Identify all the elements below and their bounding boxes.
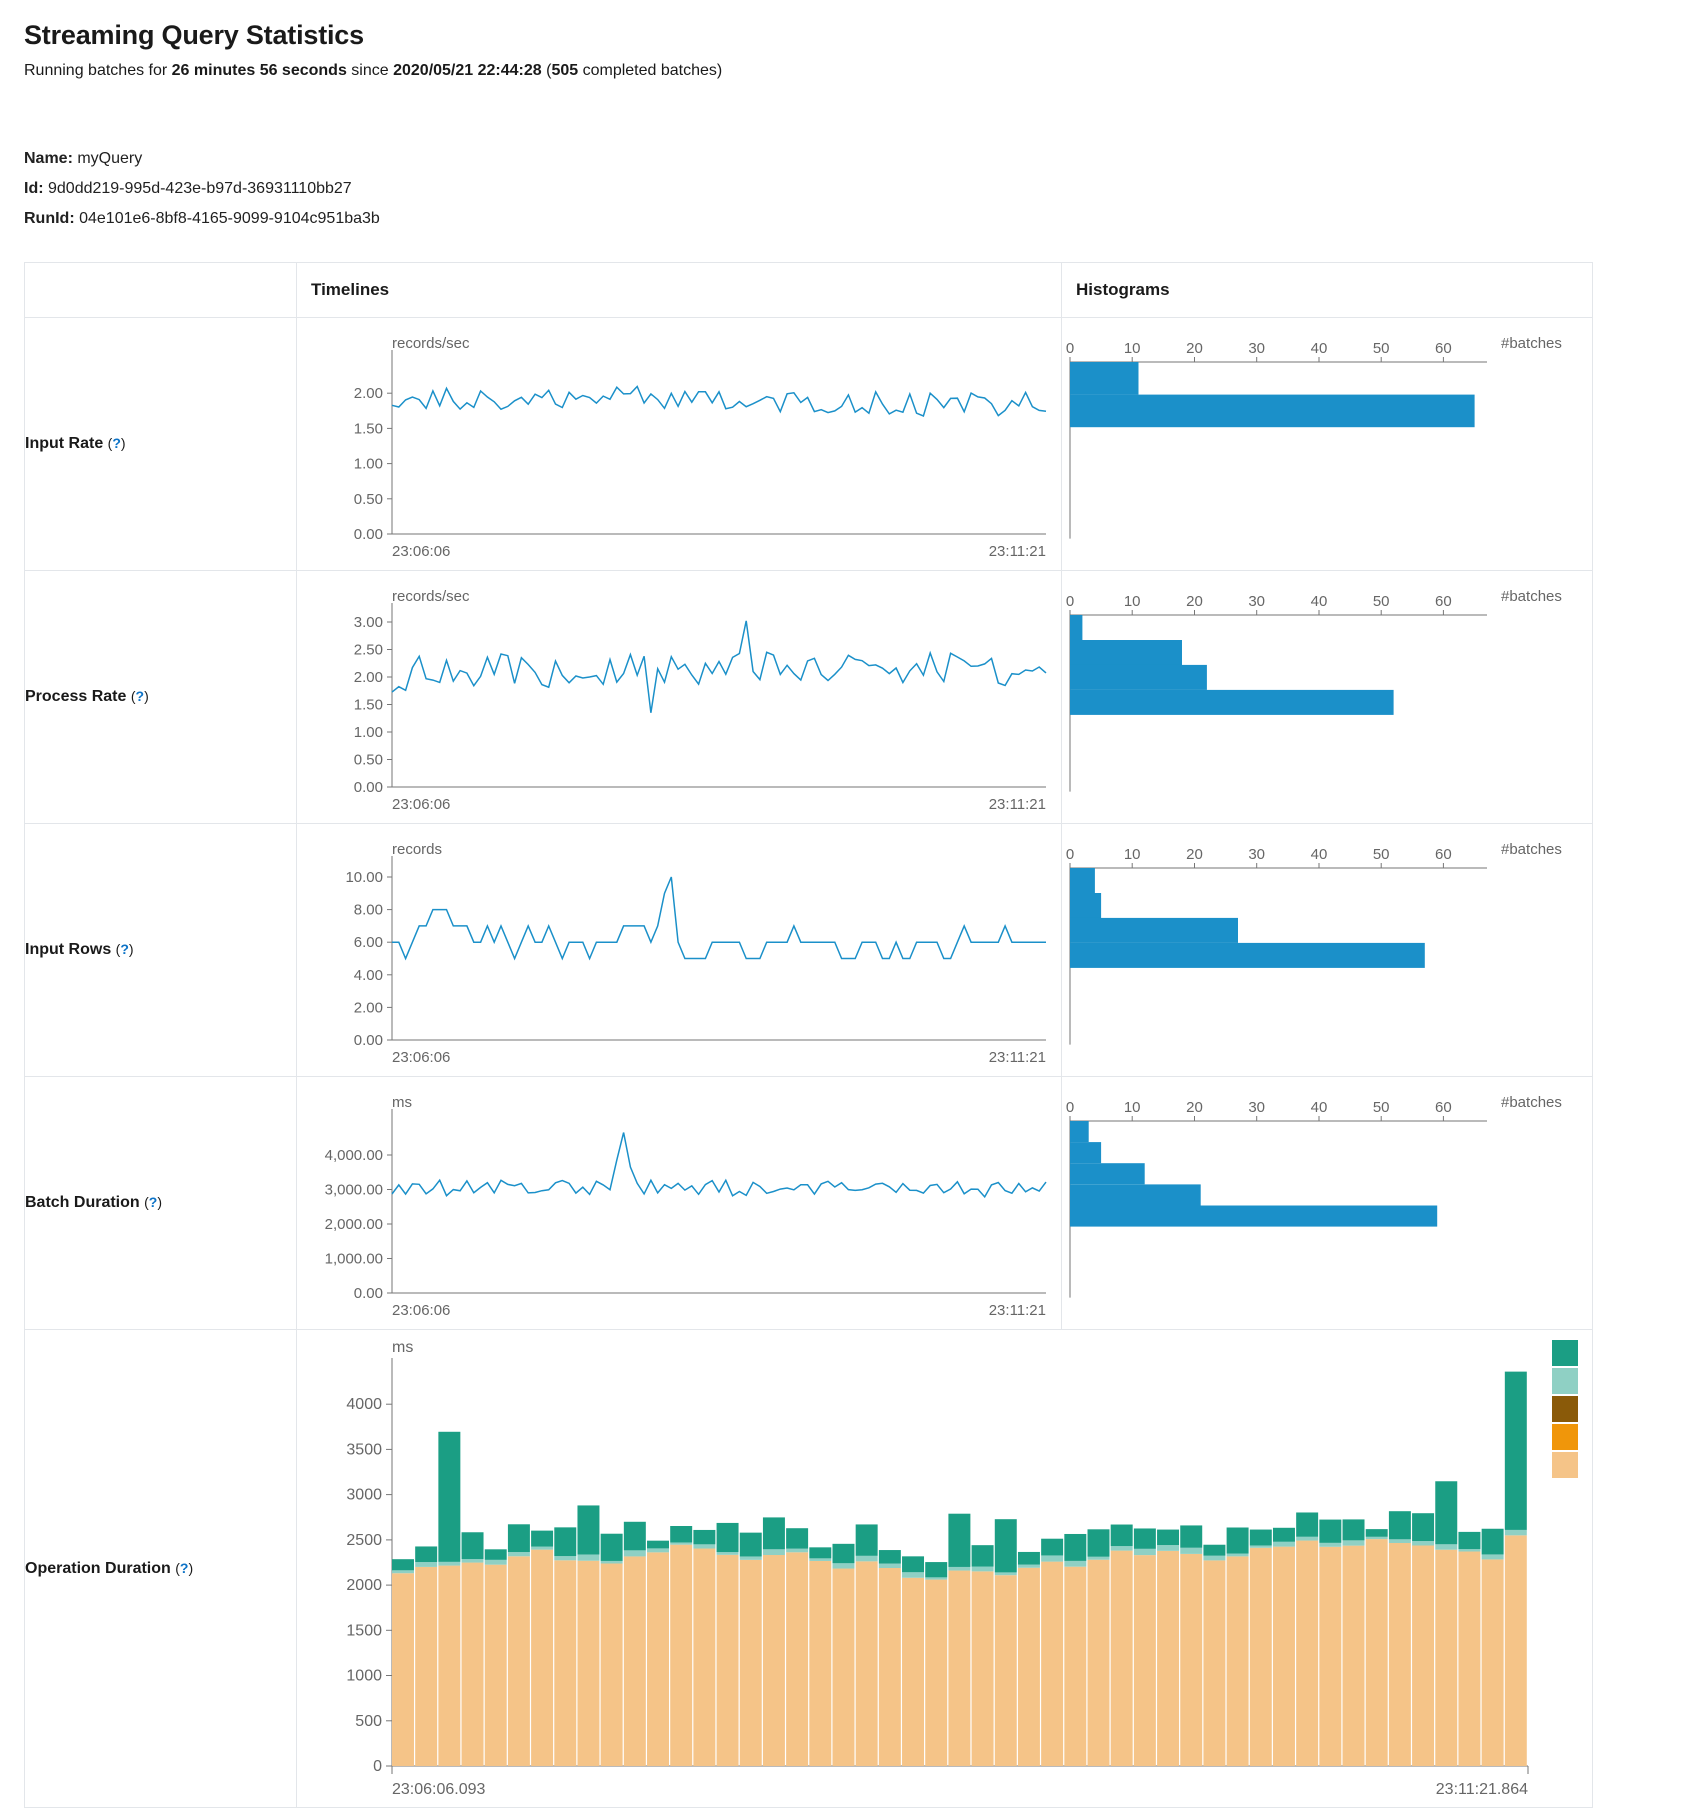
svg-text:2,000.00: 2,000.00 xyxy=(325,1216,383,1233)
svg-text:23:11:21: 23:11:21 xyxy=(989,1302,1046,1319)
svg-text:ms: ms xyxy=(392,1339,413,1356)
svg-text:1.00: 1.00 xyxy=(354,724,383,741)
svg-text:0: 0 xyxy=(1066,846,1074,863)
svg-text:20: 20 xyxy=(1186,1099,1203,1116)
svg-text:1.50: 1.50 xyxy=(354,697,383,714)
svg-text:ms: ms xyxy=(392,1094,412,1111)
svg-text:60: 60 xyxy=(1435,340,1452,357)
svg-text:20: 20 xyxy=(1186,846,1203,863)
svg-text:50: 50 xyxy=(1373,846,1390,863)
svg-text:20: 20 xyxy=(1186,593,1203,610)
svg-text:records/sec: records/sec xyxy=(392,588,470,605)
svg-text:2.50: 2.50 xyxy=(354,642,383,659)
svg-text:0.50: 0.50 xyxy=(354,491,383,508)
svg-text:10: 10 xyxy=(1124,593,1141,610)
svg-text:10.00: 10.00 xyxy=(345,869,383,886)
svg-text:3500: 3500 xyxy=(346,1441,382,1458)
svg-text:500: 500 xyxy=(355,1713,382,1730)
svg-text:23:06:06: 23:06:06 xyxy=(392,543,450,560)
svg-text:6.00: 6.00 xyxy=(354,934,383,951)
svg-text:20: 20 xyxy=(1186,340,1203,357)
svg-text:2.00: 2.00 xyxy=(354,669,383,686)
svg-text:23:06:06.093: 23:06:06.093 xyxy=(392,1781,486,1798)
svg-text:#batches: #batches xyxy=(1501,335,1562,352)
svg-text:0: 0 xyxy=(1066,1099,1074,1116)
svg-text:40: 40 xyxy=(1311,846,1328,863)
svg-text:#batches: #batches xyxy=(1501,1094,1562,1111)
svg-text:4,000.00: 4,000.00 xyxy=(325,1147,383,1164)
svg-text:23:11:21: 23:11:21 xyxy=(989,543,1046,560)
svg-text:1.00: 1.00 xyxy=(354,456,383,473)
svg-text:2.00: 2.00 xyxy=(354,999,383,1016)
svg-text:40: 40 xyxy=(1311,340,1328,357)
svg-text:23:11:21.864: 23:11:21.864 xyxy=(1436,1781,1528,1798)
svg-text:0.00: 0.00 xyxy=(354,1285,383,1302)
svg-text:#batches: #batches xyxy=(1501,588,1562,605)
svg-text:60: 60 xyxy=(1435,846,1452,863)
svg-text:50: 50 xyxy=(1373,340,1390,357)
svg-text:40: 40 xyxy=(1311,593,1328,610)
svg-text:3000: 3000 xyxy=(346,1487,382,1504)
svg-text:records/sec: records/sec xyxy=(392,335,470,352)
svg-text:1.50: 1.50 xyxy=(354,420,383,437)
svg-text:23:06:06: 23:06:06 xyxy=(392,796,450,813)
svg-text:0.00: 0.00 xyxy=(354,526,383,543)
svg-text:2000: 2000 xyxy=(346,1577,382,1594)
svg-text:#batches: #batches xyxy=(1501,841,1562,858)
svg-text:0.00: 0.00 xyxy=(354,1032,383,1049)
svg-text:0: 0 xyxy=(1066,593,1074,610)
svg-text:10: 10 xyxy=(1124,1099,1141,1116)
svg-text:8.00: 8.00 xyxy=(354,902,383,919)
svg-text:3,000.00: 3,000.00 xyxy=(325,1182,383,1199)
svg-text:4000: 4000 xyxy=(346,1396,382,1413)
svg-text:records: records xyxy=(392,841,442,858)
svg-text:2500: 2500 xyxy=(346,1532,382,1549)
svg-text:23:11:21: 23:11:21 xyxy=(989,796,1046,813)
svg-text:60: 60 xyxy=(1435,593,1452,610)
svg-text:0.00: 0.00 xyxy=(354,779,383,796)
svg-text:30: 30 xyxy=(1248,593,1265,610)
svg-text:50: 50 xyxy=(1373,1099,1390,1116)
svg-text:30: 30 xyxy=(1248,1099,1265,1116)
svg-text:0: 0 xyxy=(1066,340,1074,357)
svg-text:0: 0 xyxy=(373,1758,382,1775)
svg-text:0.50: 0.50 xyxy=(354,752,383,769)
svg-text:2.00: 2.00 xyxy=(354,385,383,402)
svg-text:10: 10 xyxy=(1124,340,1141,357)
svg-text:1,000.00: 1,000.00 xyxy=(325,1251,383,1268)
svg-text:50: 50 xyxy=(1373,593,1390,610)
svg-text:4.00: 4.00 xyxy=(354,967,383,984)
svg-text:1000: 1000 xyxy=(346,1668,382,1685)
svg-text:10: 10 xyxy=(1124,846,1141,863)
svg-text:60: 60 xyxy=(1435,1099,1452,1116)
svg-text:1500: 1500 xyxy=(346,1622,382,1639)
svg-text:3.00: 3.00 xyxy=(354,614,383,631)
svg-text:23:06:06: 23:06:06 xyxy=(392,1302,450,1319)
svg-text:23:11:21: 23:11:21 xyxy=(989,1049,1046,1066)
svg-text:40: 40 xyxy=(1311,1099,1328,1116)
svg-text:23:06:06: 23:06:06 xyxy=(392,1049,450,1066)
svg-text:30: 30 xyxy=(1248,340,1265,357)
svg-text:30: 30 xyxy=(1248,846,1265,863)
